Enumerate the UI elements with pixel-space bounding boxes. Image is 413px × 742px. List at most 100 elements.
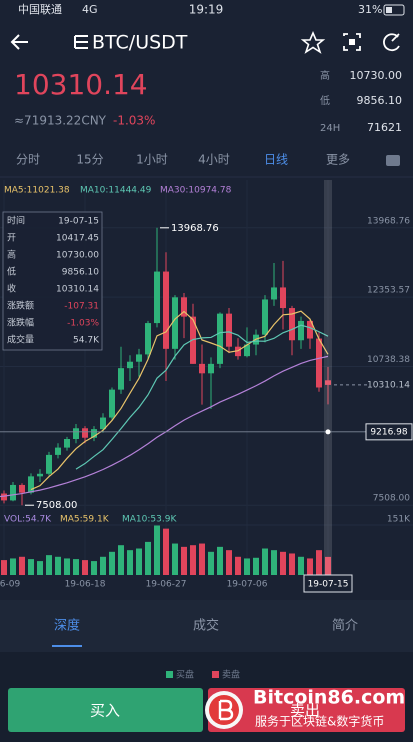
volume-bar <box>307 558 313 575</box>
x-label-highlight <box>303 574 353 593</box>
volume-bar <box>136 548 142 575</box>
bid-legend: 买盘 <box>176 669 194 681</box>
ask-swatch <box>212 671 219 678</box>
volume-bar <box>1 560 7 575</box>
extreme-label: 13968.76 <box>171 223 219 234</box>
extreme-label: 7508.00 <box>36 500 77 511</box>
candle-body <box>64 439 70 448</box>
stat-value: 71621 <box>367 121 402 134</box>
panel-tab[interactable]: 简介 <box>332 618 358 634</box>
candle-body <box>316 338 322 388</box>
pair-menu-icon[interactable] <box>74 35 88 49</box>
battery-fill <box>386 7 392 13</box>
volume-bar <box>37 561 43 575</box>
volume-bar <box>235 556 241 575</box>
interval-tab[interactable]: 分时 <box>16 153 40 167</box>
volume-bar <box>28 559 34 575</box>
y-tick-label: 10738.38 <box>367 355 410 365</box>
candle-body <box>145 323 151 355</box>
volume-bar <box>226 550 232 575</box>
candle-body <box>10 484 16 501</box>
panel-tab[interactable]: 成交 <box>193 618 219 634</box>
candle-body <box>307 320 313 339</box>
candle-body <box>109 389 115 418</box>
volume-bar <box>154 525 160 575</box>
ma-line <box>30 310 329 491</box>
tooltip-value: 9856.10 <box>62 268 99 278</box>
ask-legend: 卖盘 <box>222 669 240 681</box>
interval-tab[interactable]: 更多 <box>326 153 350 167</box>
x-tick-label: 6-09 <box>0 580 20 590</box>
volume-legend: MA5:59.1K <box>60 515 110 525</box>
candle-body <box>163 271 169 349</box>
tooltip-label: 高 <box>7 249 16 261</box>
sell-label[interactable]: 卖出 <box>290 702 320 720</box>
buy-button[interactable] <box>8 688 203 732</box>
candle-body <box>28 476 34 493</box>
back-button[interactable] <box>10 34 28 50</box>
tooltip-label: 成交量 <box>7 334 34 346</box>
x-tick-label: 19-07-06 <box>227 580 268 590</box>
settings-icon[interactable] <box>386 155 400 166</box>
candle-body <box>181 297 187 317</box>
volume-bar <box>262 548 268 575</box>
candle-body <box>136 354 142 362</box>
y-tick-label: 13968.76 <box>367 216 410 226</box>
volume-bar <box>316 550 322 575</box>
interval-tab[interactable]: 15分 <box>76 153 103 167</box>
stat-label: 高 <box>320 69 330 82</box>
buy-label[interactable]: 买入 <box>90 702 120 720</box>
battery-icon <box>383 4 405 16</box>
tooltip-label: 开 <box>7 233 16 244</box>
volume-bar <box>208 551 214 575</box>
volume-bar <box>190 545 196 575</box>
volume-bar <box>217 546 223 575</box>
candle-body <box>37 473 43 477</box>
volume-bar <box>64 558 70 575</box>
tooltip-value: 54.7K <box>73 336 100 346</box>
watermark-site: Bitcoin86.com <box>253 687 405 709</box>
pair-title[interactable]: BTC/USDT <box>92 32 188 54</box>
cny-price: ≈71913.22CNY <box>14 114 107 128</box>
candle-body <box>172 297 178 349</box>
candle-body <box>271 287 277 300</box>
favorite-button[interactable] <box>300 30 326 54</box>
volume-bar <box>82 560 88 575</box>
ma-legend: MA10:11444.49 <box>80 186 152 196</box>
candle-body <box>280 287 286 309</box>
candle-body <box>55 447 61 455</box>
tooltip-value: -107.31 <box>64 302 99 312</box>
volume-bar <box>55 556 61 575</box>
ma-legend: MA30:10974.78 <box>160 186 232 196</box>
volume-bar <box>271 550 277 575</box>
candle-body <box>91 429 97 438</box>
tooltip-box <box>2 211 103 351</box>
tooltip-label: 时间 <box>7 215 25 227</box>
stat-value: 9856.10 <box>357 94 403 107</box>
interval-tab[interactable]: 4小时 <box>198 153 230 167</box>
candle-body <box>118 368 124 390</box>
volume-bar <box>244 558 250 575</box>
candle-body <box>226 313 232 347</box>
sell-button[interactable] <box>208 688 405 732</box>
tooltip-value: 10417.45 <box>56 234 99 244</box>
candle-body <box>217 313 223 364</box>
panel-tab[interactable]: 深度 <box>54 618 80 634</box>
candle-body <box>190 316 196 364</box>
crosshair-price: 9216.98 <box>370 427 407 437</box>
screenshot-button[interactable] <box>343 33 361 51</box>
interval-tab[interactable]: 1小时 <box>136 153 168 167</box>
volume-legend: VOL:54.7K <box>4 515 52 525</box>
tab-underline <box>52 645 82 647</box>
tooltip-label: 涨跌幅 <box>7 317 34 329</box>
stat-label: 低 <box>320 94 330 107</box>
crosshair-dot <box>325 429 331 435</box>
tooltip-value: -1.03% <box>67 319 99 329</box>
share-button[interactable] <box>383 33 400 52</box>
interval-tab[interactable]: 日线 <box>264 153 288 167</box>
watermark-b <box>218 699 234 721</box>
tab-panel <box>0 600 413 652</box>
candle-body <box>46 454 52 474</box>
candle-body <box>289 308 295 341</box>
candle-body <box>73 428 79 440</box>
